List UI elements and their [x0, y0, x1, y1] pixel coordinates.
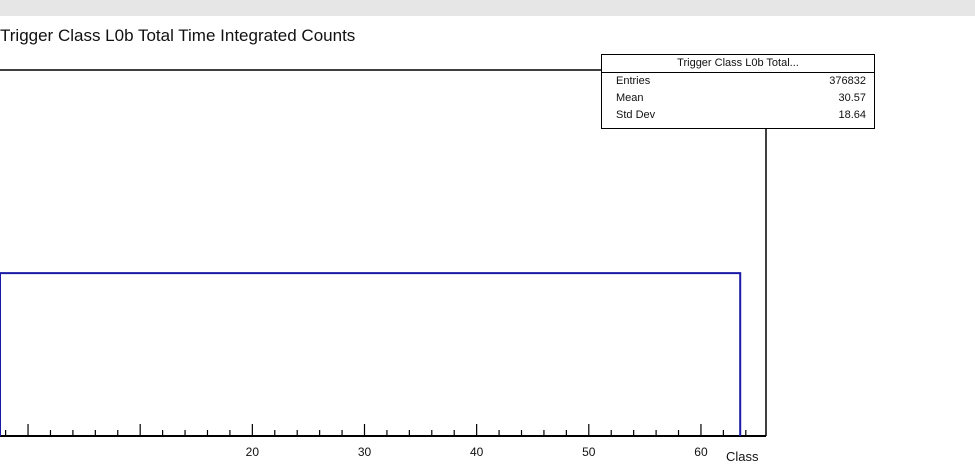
stats-row-entries: Entries 376832 [602, 73, 874, 90]
stats-value: 376832 [829, 75, 866, 87]
stats-row-mean: Mean 30.57 [602, 90, 874, 107]
stats-box-header: Trigger Class L0b Total... [602, 55, 874, 73]
stats-value: 30.57 [838, 92, 866, 104]
x-tick-label: 20 [246, 445, 260, 459]
stats-box: Trigger Class L0b Total... Entries 37683… [601, 54, 875, 129]
x-tick-label: 50 [582, 445, 596, 459]
chart-title: Trigger Class L0b Total Time Integrated … [0, 26, 356, 45]
x-tick-label: 40 [470, 445, 484, 459]
x-axis-label: Class [726, 449, 759, 464]
histogram-outline [0, 272, 742, 436]
stats-row-stddev: Std Dev 18.64 [602, 107, 874, 124]
x-tick-label: 60 [694, 445, 708, 459]
stats-label: Entries [616, 75, 651, 87]
stats-label: Std Dev [616, 109, 656, 121]
x-tick-label: 30 [358, 445, 372, 459]
stats-label: Mean [616, 92, 644, 104]
stats-value: 18.64 [838, 109, 866, 121]
window-top-bar [0, 0, 975, 16]
